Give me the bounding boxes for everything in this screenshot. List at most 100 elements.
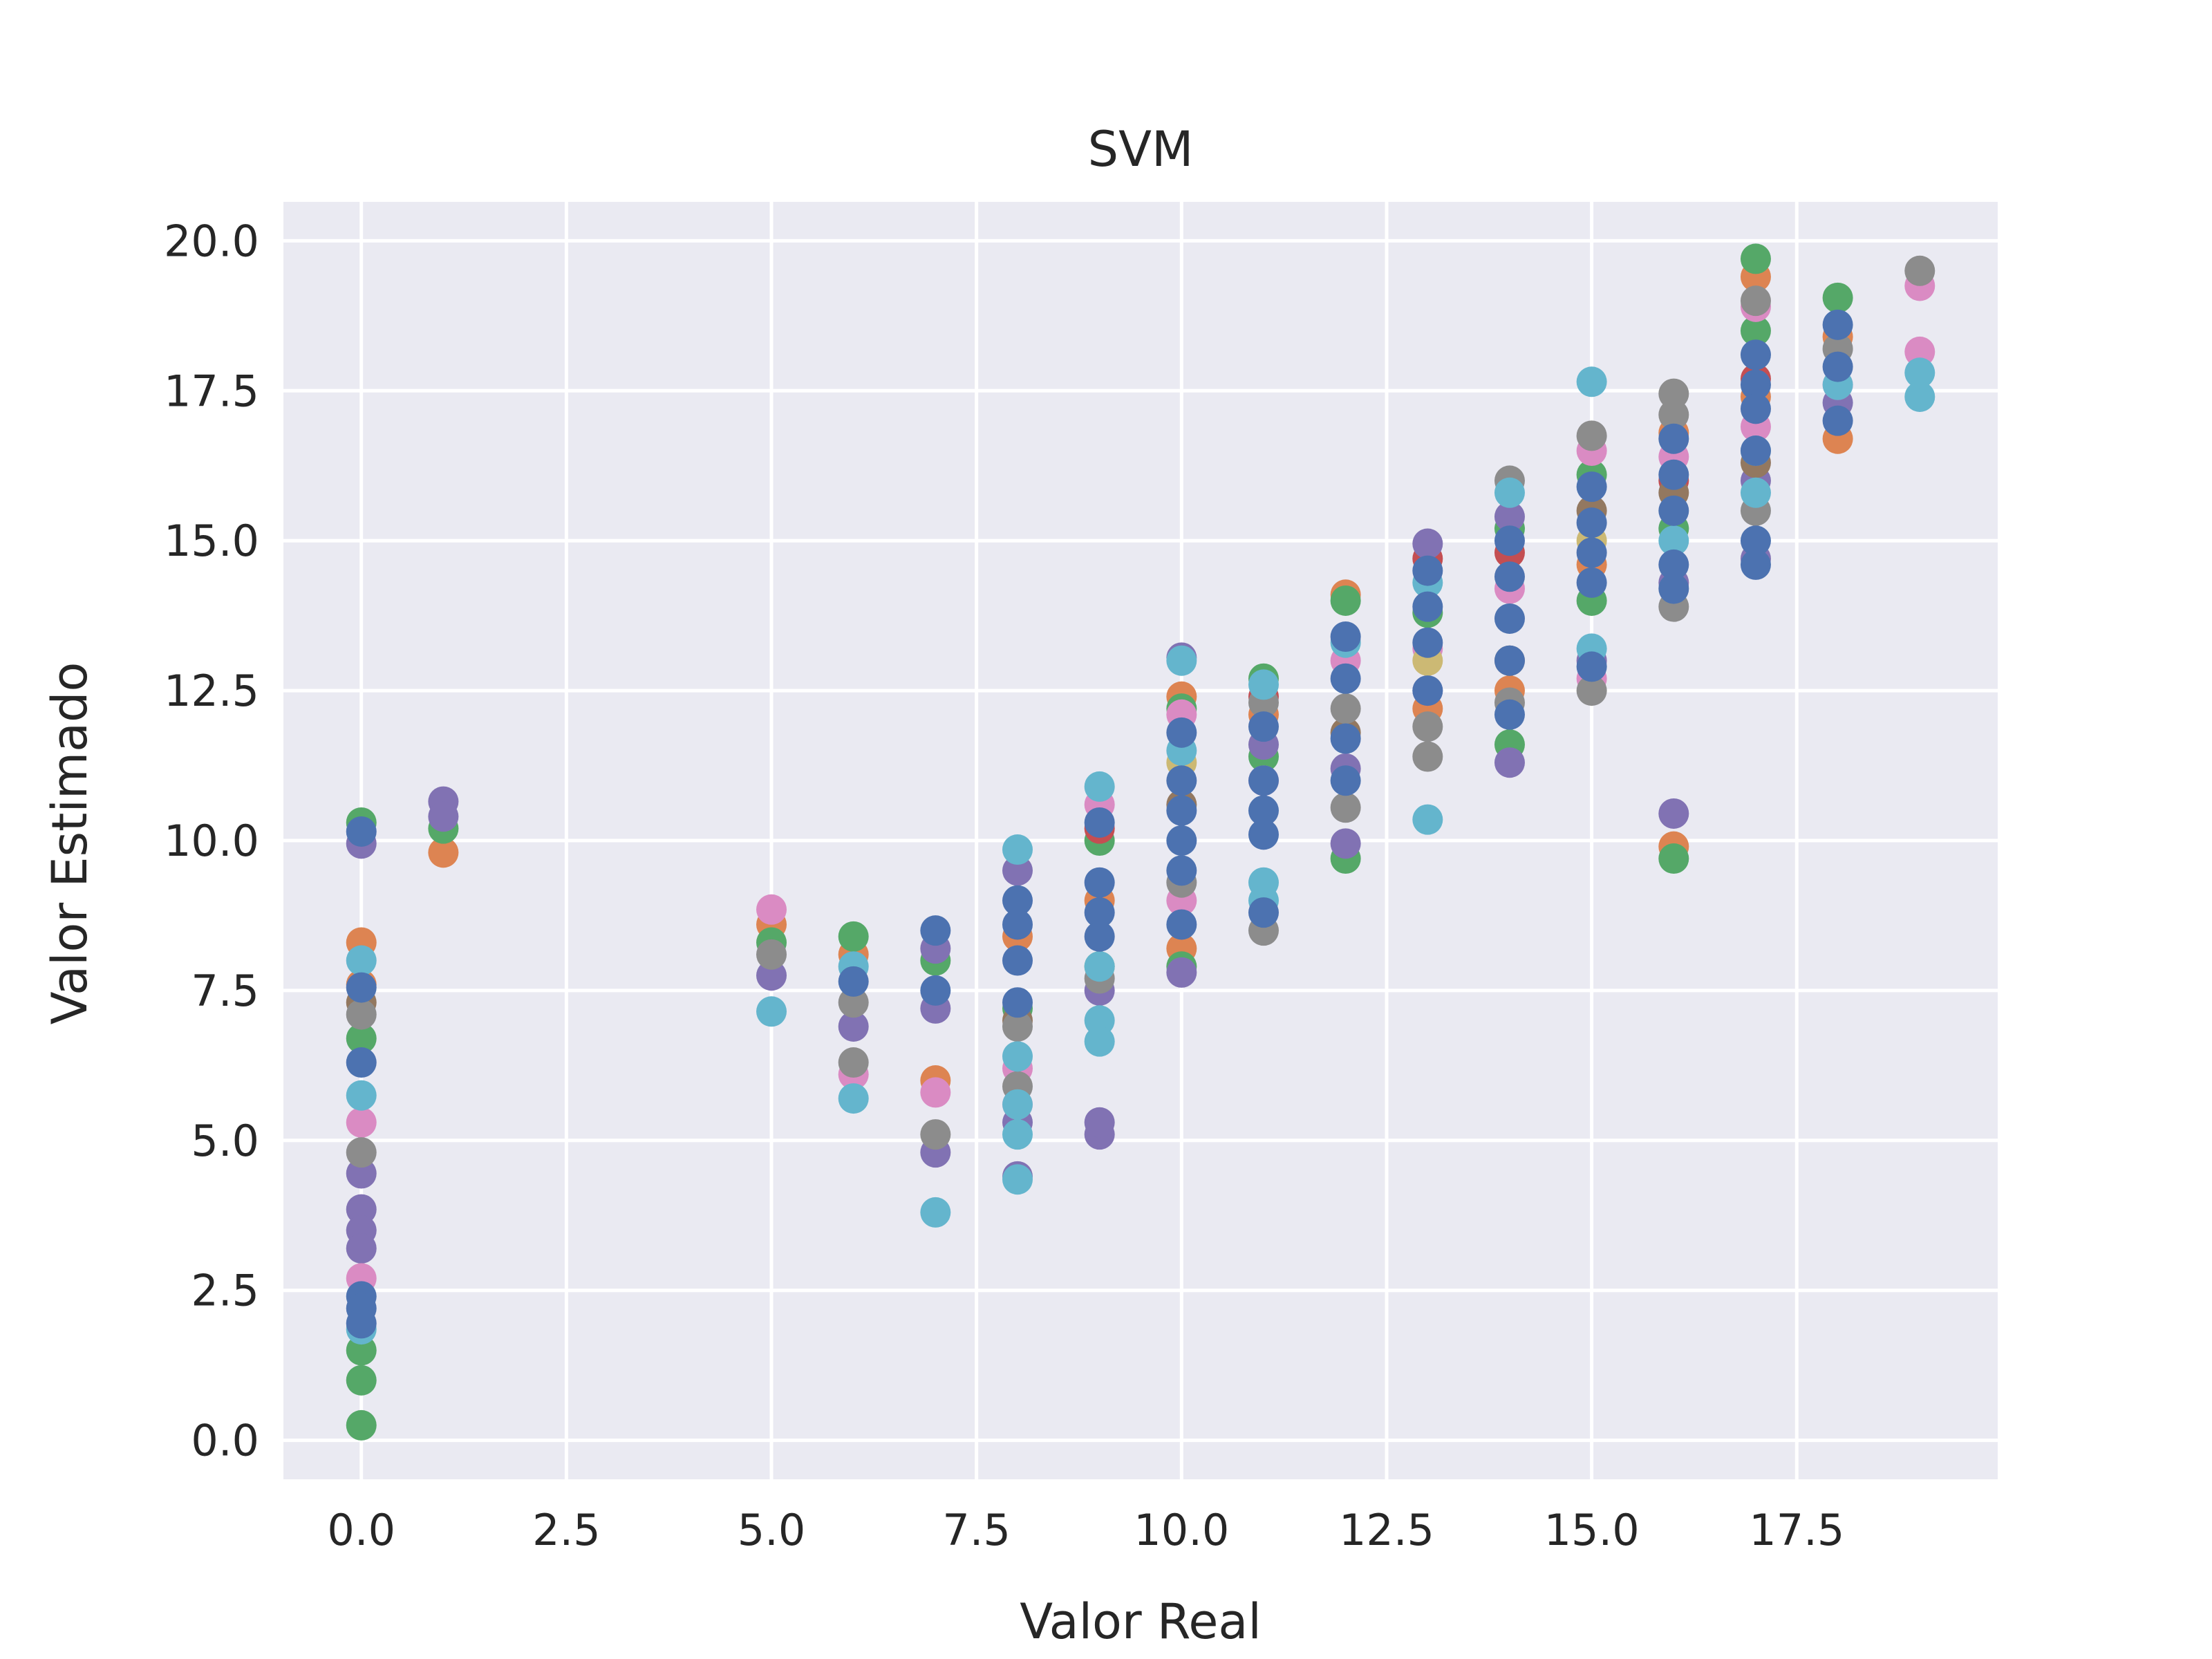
scatter-point: [1002, 1119, 1033, 1150]
scatter-point: [1494, 525, 1525, 556]
scatter-point: [1412, 528, 1443, 559]
scatter-point: [838, 1083, 869, 1114]
scatter-point: [346, 816, 377, 847]
scatter-point: [1166, 909, 1197, 940]
scatter-point: [756, 996, 787, 1027]
scatter-point: [1002, 1089, 1033, 1120]
scatter-point: [756, 939, 787, 970]
scatter-point: [1658, 400, 1689, 430]
scatter-point: [1002, 885, 1033, 916]
scatter-point: [1084, 867, 1115, 898]
scatter-point: [1658, 525, 1689, 556]
scatter-point: [1576, 471, 1607, 503]
scatter-point: [1412, 627, 1443, 658]
scatter-point: [1166, 795, 1197, 826]
scatter-point: [1822, 282, 1853, 313]
scatter-point: [1002, 945, 1033, 976]
scatter-point: [1084, 771, 1115, 802]
scatter-point: [1248, 819, 1279, 850]
scatter-point: [346, 945, 377, 976]
scatter-point: [1002, 855, 1033, 886]
scatter-point: [346, 1137, 377, 1168]
chart-title: SVM: [1088, 121, 1194, 178]
scatter-point: [346, 1335, 377, 1366]
scatter-point: [1084, 1026, 1115, 1057]
scatter-point: [346, 1308, 377, 1339]
scatter-point: [920, 975, 951, 1006]
scatter-point: [920, 915, 951, 946]
scatter-point: [346, 1107, 377, 1138]
x-tick-label: 0.0: [327, 1505, 395, 1555]
scatter-point: [1084, 951, 1115, 982]
scatter-point: [1166, 855, 1197, 886]
scatter-point: [346, 1409, 377, 1441]
scatter-point: [1740, 435, 1771, 467]
scatter-point: [1658, 459, 1689, 490]
x-tick-label: 7.5: [942, 1505, 1011, 1555]
scatter-point: [1740, 549, 1771, 580]
scatter-point: [1658, 573, 1689, 604]
scatter-point: [346, 1194, 377, 1225]
scatter-point: [756, 894, 787, 925]
scatter-point: [1658, 843, 1689, 874]
scatter-point: [1822, 309, 1853, 340]
scatter-point: [1002, 1011, 1033, 1042]
scatter-point: [1248, 765, 1279, 796]
scatter-point: [1412, 804, 1443, 835]
scatter-point: [1904, 357, 1936, 388]
scatter-point: [838, 921, 869, 952]
y-tick-label: 2.5: [191, 1266, 259, 1316]
x-tick-label: 10.0: [1134, 1505, 1229, 1555]
scatter-point: [1248, 897, 1279, 928]
y-tick-label: 15.0: [164, 516, 259, 566]
scatter-point: [1330, 585, 1361, 616]
scatter-point: [1740, 393, 1771, 424]
scatter-point: [1904, 336, 1936, 367]
x-tick-label: 17.5: [1749, 1505, 1844, 1555]
data-points: [346, 243, 1936, 1441]
scatter-point: [1412, 555, 1443, 586]
scatter-point: [1330, 693, 1361, 724]
scatter-point: [1412, 711, 1443, 742]
scatter-point: [1576, 675, 1607, 706]
scatter-point: [1248, 795, 1279, 826]
y-tick-label: 7.5: [191, 966, 259, 1016]
scatter-point: [1494, 561, 1525, 592]
scatter-point: [1166, 645, 1197, 676]
scatter-point: [1166, 765, 1197, 796]
scatter-point: [1904, 255, 1936, 286]
scatter-point: [756, 960, 787, 991]
y-tick-label: 0.0: [191, 1416, 259, 1466]
scatter-point: [1166, 957, 1197, 988]
scatter-point: [1412, 591, 1443, 622]
scatter-point: [1494, 747, 1525, 778]
y-axis-ticks: 0.0 2.5 5.0 7.5 10.0 12.5 15.0 17.5 20.0: [164, 216, 259, 1465]
scatter-point: [1740, 369, 1771, 400]
scatter-point: [1576, 366, 1607, 397]
scatter-point: [1002, 987, 1033, 1018]
scatter-point: [1002, 834, 1033, 865]
y-tick-label: 5.0: [191, 1116, 259, 1166]
scatter-point: [346, 1080, 377, 1111]
scatter-point: [1494, 645, 1525, 676]
scatter-point: [1330, 765, 1361, 796]
scatter-point: [1494, 477, 1525, 508]
x-tick-label: 5.0: [738, 1505, 806, 1555]
scatter-point: [346, 1047, 377, 1078]
scatter-point: [1740, 339, 1771, 371]
y-axis-label: Valor Estimado: [41, 662, 98, 1025]
scatter-point: [838, 1047, 869, 1078]
scatter-point: [346, 1232, 377, 1264]
scatter-point: [1084, 1005, 1115, 1036]
x-tick-label: 12.5: [1339, 1505, 1434, 1555]
scatter-point: [1494, 603, 1525, 634]
scatter-point: [1740, 243, 1771, 274]
scatter-point: [1248, 711, 1279, 742]
scatter-point: [1084, 1107, 1115, 1138]
scatter-series: [346, 309, 1853, 1339]
scatter-point: [346, 972, 377, 1003]
scatter-point: [1084, 807, 1115, 838]
scatter-point: [1576, 537, 1607, 568]
y-tick-label: 17.5: [164, 366, 259, 416]
